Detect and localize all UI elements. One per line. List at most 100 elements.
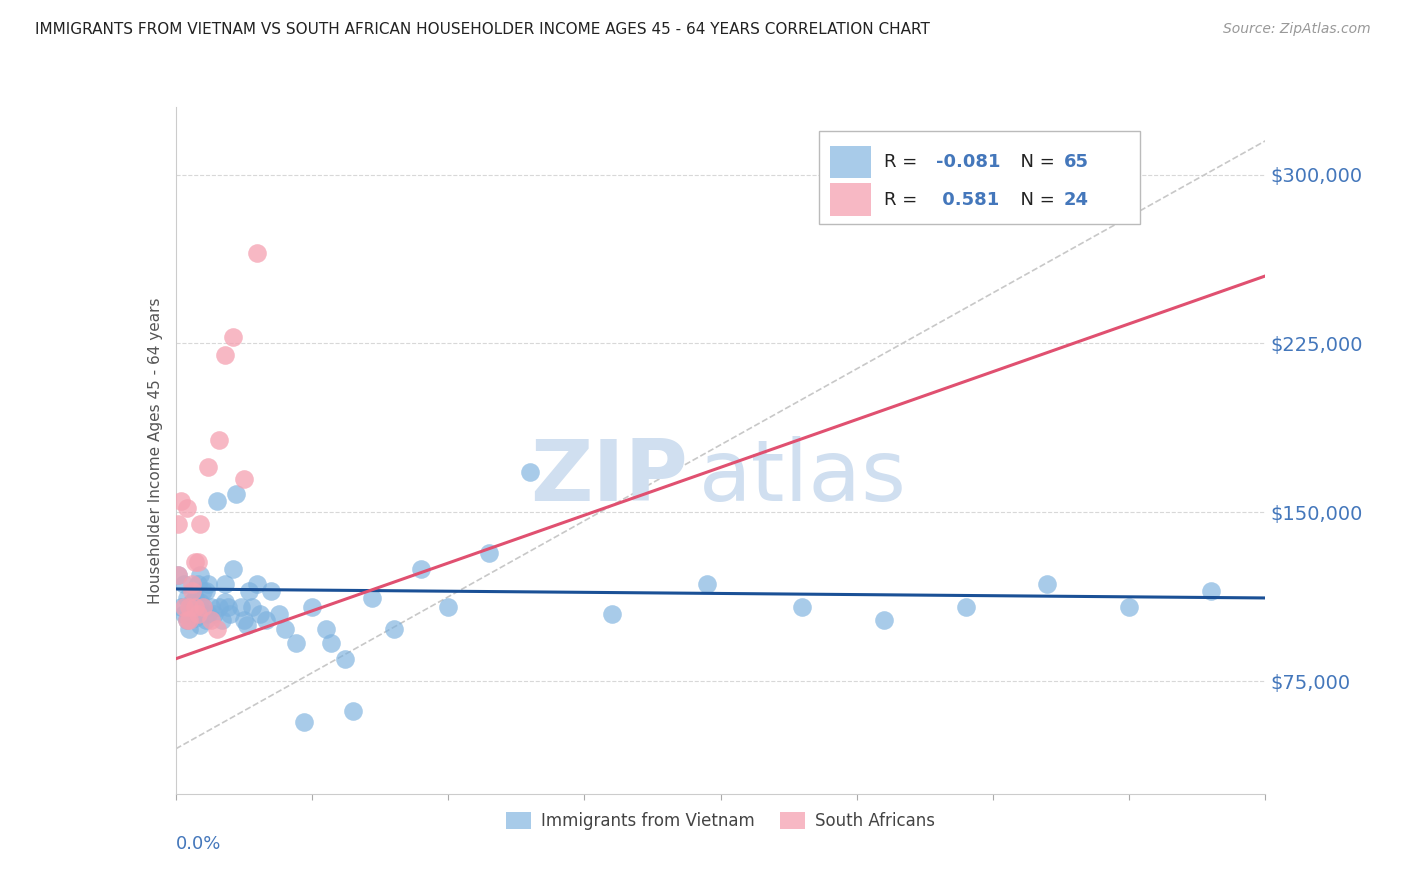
Point xyxy=(186,577,209,591)
Point xyxy=(214,348,236,362)
Point xyxy=(176,614,198,628)
Text: Source: ZipAtlas.com: Source: ZipAtlas.com xyxy=(1223,22,1371,37)
Point xyxy=(197,577,219,591)
Point xyxy=(194,614,217,628)
Point xyxy=(240,599,263,614)
Point xyxy=(170,494,193,508)
Point xyxy=(200,599,222,614)
Point xyxy=(181,577,204,591)
Point xyxy=(208,599,231,614)
Point xyxy=(232,614,254,628)
Point xyxy=(246,577,269,591)
Point xyxy=(600,607,623,621)
Point xyxy=(184,591,207,605)
Point xyxy=(179,614,201,628)
Text: 24: 24 xyxy=(1064,191,1088,209)
Point xyxy=(188,618,211,632)
Point xyxy=(184,555,207,569)
Point xyxy=(179,607,201,621)
Point xyxy=(188,516,211,531)
Point xyxy=(315,623,337,637)
Point xyxy=(186,607,209,621)
Point xyxy=(208,434,231,448)
Point xyxy=(274,623,297,637)
Point xyxy=(292,714,315,729)
Point xyxy=(301,599,323,614)
Point xyxy=(181,584,204,599)
Bar xyxy=(830,145,870,178)
Point xyxy=(792,599,814,614)
Point xyxy=(696,577,718,591)
Point xyxy=(176,614,198,628)
Legend: Immigrants from Vietnam, South Africans: Immigrants from Vietnam, South Africans xyxy=(499,805,942,837)
Point xyxy=(232,472,254,486)
Point xyxy=(254,614,277,628)
Text: IMMIGRANTS FROM VIETNAM VS SOUTH AFRICAN HOUSEHOLDER INCOME AGES 45 - 64 YEARS C: IMMIGRANTS FROM VIETNAM VS SOUTH AFRICAN… xyxy=(35,22,929,37)
Y-axis label: Householder Income Ages 45 - 64 years: Householder Income Ages 45 - 64 years xyxy=(148,297,163,604)
Point xyxy=(222,330,245,344)
Point xyxy=(217,599,239,614)
Point xyxy=(184,611,207,625)
Point xyxy=(319,636,342,650)
Point xyxy=(219,607,242,621)
Point xyxy=(200,614,222,628)
Point xyxy=(342,704,364,718)
Point xyxy=(188,595,211,609)
Point xyxy=(188,568,211,582)
Text: N =: N = xyxy=(1010,153,1062,171)
Point xyxy=(284,636,307,650)
Point xyxy=(176,591,198,605)
Point xyxy=(205,623,228,637)
Point xyxy=(205,494,228,508)
Point xyxy=(202,607,225,621)
Bar xyxy=(830,183,870,216)
Text: R =: R = xyxy=(884,153,922,171)
Point xyxy=(197,460,219,475)
Point xyxy=(191,599,214,614)
Point xyxy=(170,599,193,614)
Point xyxy=(184,599,207,614)
Point xyxy=(360,591,382,605)
Point xyxy=(249,607,271,621)
Point xyxy=(225,487,247,501)
Point xyxy=(173,577,195,591)
Point xyxy=(173,607,195,621)
Point xyxy=(235,618,257,632)
Point xyxy=(173,599,195,614)
Text: 65: 65 xyxy=(1064,153,1088,171)
Point xyxy=(211,614,233,628)
Point xyxy=(167,568,190,582)
Point xyxy=(194,584,217,599)
Text: 0.0%: 0.0% xyxy=(176,835,221,853)
Point xyxy=(955,599,977,614)
Point xyxy=(214,595,236,609)
Point xyxy=(382,623,405,637)
Point xyxy=(260,584,283,599)
Point xyxy=(238,584,260,599)
Text: 0.581: 0.581 xyxy=(936,191,1000,209)
Point xyxy=(519,465,541,479)
Point xyxy=(167,516,190,531)
Point xyxy=(197,607,219,621)
Point xyxy=(167,568,190,582)
Point xyxy=(186,607,209,621)
Point xyxy=(191,584,214,599)
Point xyxy=(246,246,269,260)
Text: N =: N = xyxy=(1010,191,1062,209)
Point xyxy=(1036,577,1059,591)
Point xyxy=(179,599,201,614)
Point xyxy=(214,577,236,591)
Point xyxy=(191,599,214,614)
Point xyxy=(333,652,356,666)
Point xyxy=(231,599,253,614)
FancyBboxPatch shape xyxy=(818,131,1140,224)
Point xyxy=(181,595,204,609)
Text: -0.081: -0.081 xyxy=(936,153,1001,171)
Point xyxy=(176,500,198,515)
Point xyxy=(1118,599,1140,614)
Point xyxy=(222,562,245,576)
Text: ZIP: ZIP xyxy=(530,436,688,519)
Point xyxy=(186,555,209,569)
Text: R =: R = xyxy=(884,191,922,209)
Text: atlas: atlas xyxy=(699,436,907,519)
